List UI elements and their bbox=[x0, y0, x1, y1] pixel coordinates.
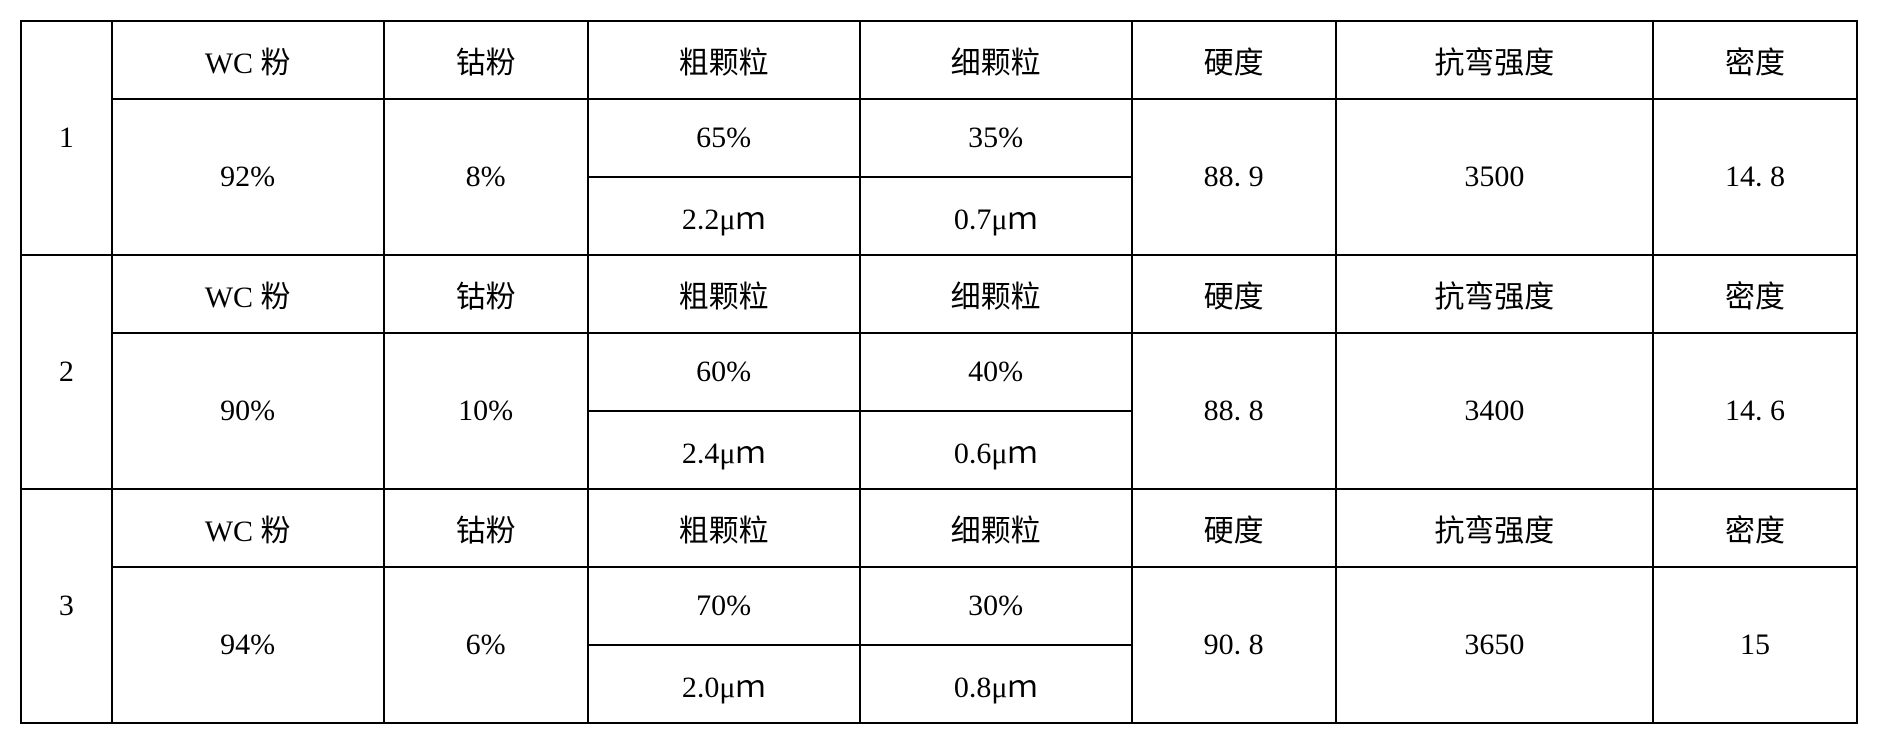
cell-fine-pct: 40% bbox=[860, 333, 1132, 411]
col-header-coarse: 粗颗粒 bbox=[588, 489, 860, 567]
row-index: 2 bbox=[21, 255, 112, 489]
col-header-hard: 硬度 bbox=[1132, 489, 1336, 567]
cell-hard: 88. 8 bbox=[1132, 333, 1336, 489]
col-header-coarse: 粗颗粒 bbox=[588, 255, 860, 333]
cell-dens: 14. 8 bbox=[1653, 99, 1857, 255]
row-index: 1 bbox=[21, 21, 112, 255]
col-header-dens: 密度 bbox=[1653, 21, 1857, 99]
cell-fine-pct: 30% bbox=[860, 567, 1132, 645]
col-header-fine: 细颗粒 bbox=[860, 255, 1132, 333]
cell-coarse-pct: 60% bbox=[588, 333, 860, 411]
col-header-flex: 抗弯强度 bbox=[1336, 489, 1653, 567]
col-header-hard: 硬度 bbox=[1132, 21, 1336, 99]
cell-coarse-size: 2.0μｍ bbox=[588, 645, 860, 723]
table-row: 3 WC 粉 钴粉 粗颗粒 细颗粒 硬度 抗弯强度 密度 bbox=[21, 489, 1857, 567]
col-header-wc: WC 粉 bbox=[112, 489, 384, 567]
cell-wc: 94% bbox=[112, 567, 384, 723]
col-header-fine: 细颗粒 bbox=[860, 21, 1132, 99]
col-header-dens: 密度 bbox=[1653, 489, 1857, 567]
cell-flex: 3500 bbox=[1336, 99, 1653, 255]
table-row: 90% 10% 60% 40% 88. 8 3400 14. 6 bbox=[21, 333, 1857, 411]
cell-wc: 92% bbox=[112, 99, 384, 255]
cell-hard: 90. 8 bbox=[1132, 567, 1336, 723]
cell-fine-pct: 35% bbox=[860, 99, 1132, 177]
cell-dens: 15 bbox=[1653, 567, 1857, 723]
col-header-fine: 细颗粒 bbox=[860, 489, 1132, 567]
col-header-flex: 抗弯强度 bbox=[1336, 21, 1653, 99]
materials-table: 1 WC 粉 钴粉 粗颗粒 细颗粒 硬度 抗弯强度 密度 92% 8% 65% … bbox=[20, 20, 1858, 724]
table-row: 1 WC 粉 钴粉 粗颗粒 细颗粒 硬度 抗弯强度 密度 bbox=[21, 21, 1857, 99]
cell-coarse-pct: 65% bbox=[588, 99, 860, 177]
table-row: 94% 6% 70% 30% 90. 8 3650 15 bbox=[21, 567, 1857, 645]
cell-flex: 3650 bbox=[1336, 567, 1653, 723]
cell-fine-size: 0.6μｍ bbox=[860, 411, 1132, 489]
cell-coarse-size: 2.4μｍ bbox=[588, 411, 860, 489]
col-header-wc: WC 粉 bbox=[112, 255, 384, 333]
col-header-wc: WC 粉 bbox=[112, 21, 384, 99]
cell-wc: 90% bbox=[112, 333, 384, 489]
cell-co: 10% bbox=[384, 333, 588, 489]
col-header-hard: 硬度 bbox=[1132, 255, 1336, 333]
col-header-co: 钴粉 bbox=[384, 255, 588, 333]
cell-coarse-size: 2.2μｍ bbox=[588, 177, 860, 255]
col-header-flex: 抗弯强度 bbox=[1336, 255, 1653, 333]
cell-fine-size: 0.7μｍ bbox=[860, 177, 1132, 255]
cell-co: 6% bbox=[384, 567, 588, 723]
row-index: 3 bbox=[21, 489, 112, 723]
cell-co: 8% bbox=[384, 99, 588, 255]
table-row: 2 WC 粉 钴粉 粗颗粒 细颗粒 硬度 抗弯强度 密度 bbox=[21, 255, 1857, 333]
col-header-coarse: 粗颗粒 bbox=[588, 21, 860, 99]
col-header-co: 钴粉 bbox=[384, 21, 588, 99]
cell-coarse-pct: 70% bbox=[588, 567, 860, 645]
cell-flex: 3400 bbox=[1336, 333, 1653, 489]
table-row: 92% 8% 65% 35% 88. 9 3500 14. 8 bbox=[21, 99, 1857, 177]
col-header-dens: 密度 bbox=[1653, 255, 1857, 333]
col-header-co: 钴粉 bbox=[384, 489, 588, 567]
cell-dens: 14. 6 bbox=[1653, 333, 1857, 489]
cell-fine-size: 0.8μｍ bbox=[860, 645, 1132, 723]
cell-hard: 88. 9 bbox=[1132, 99, 1336, 255]
